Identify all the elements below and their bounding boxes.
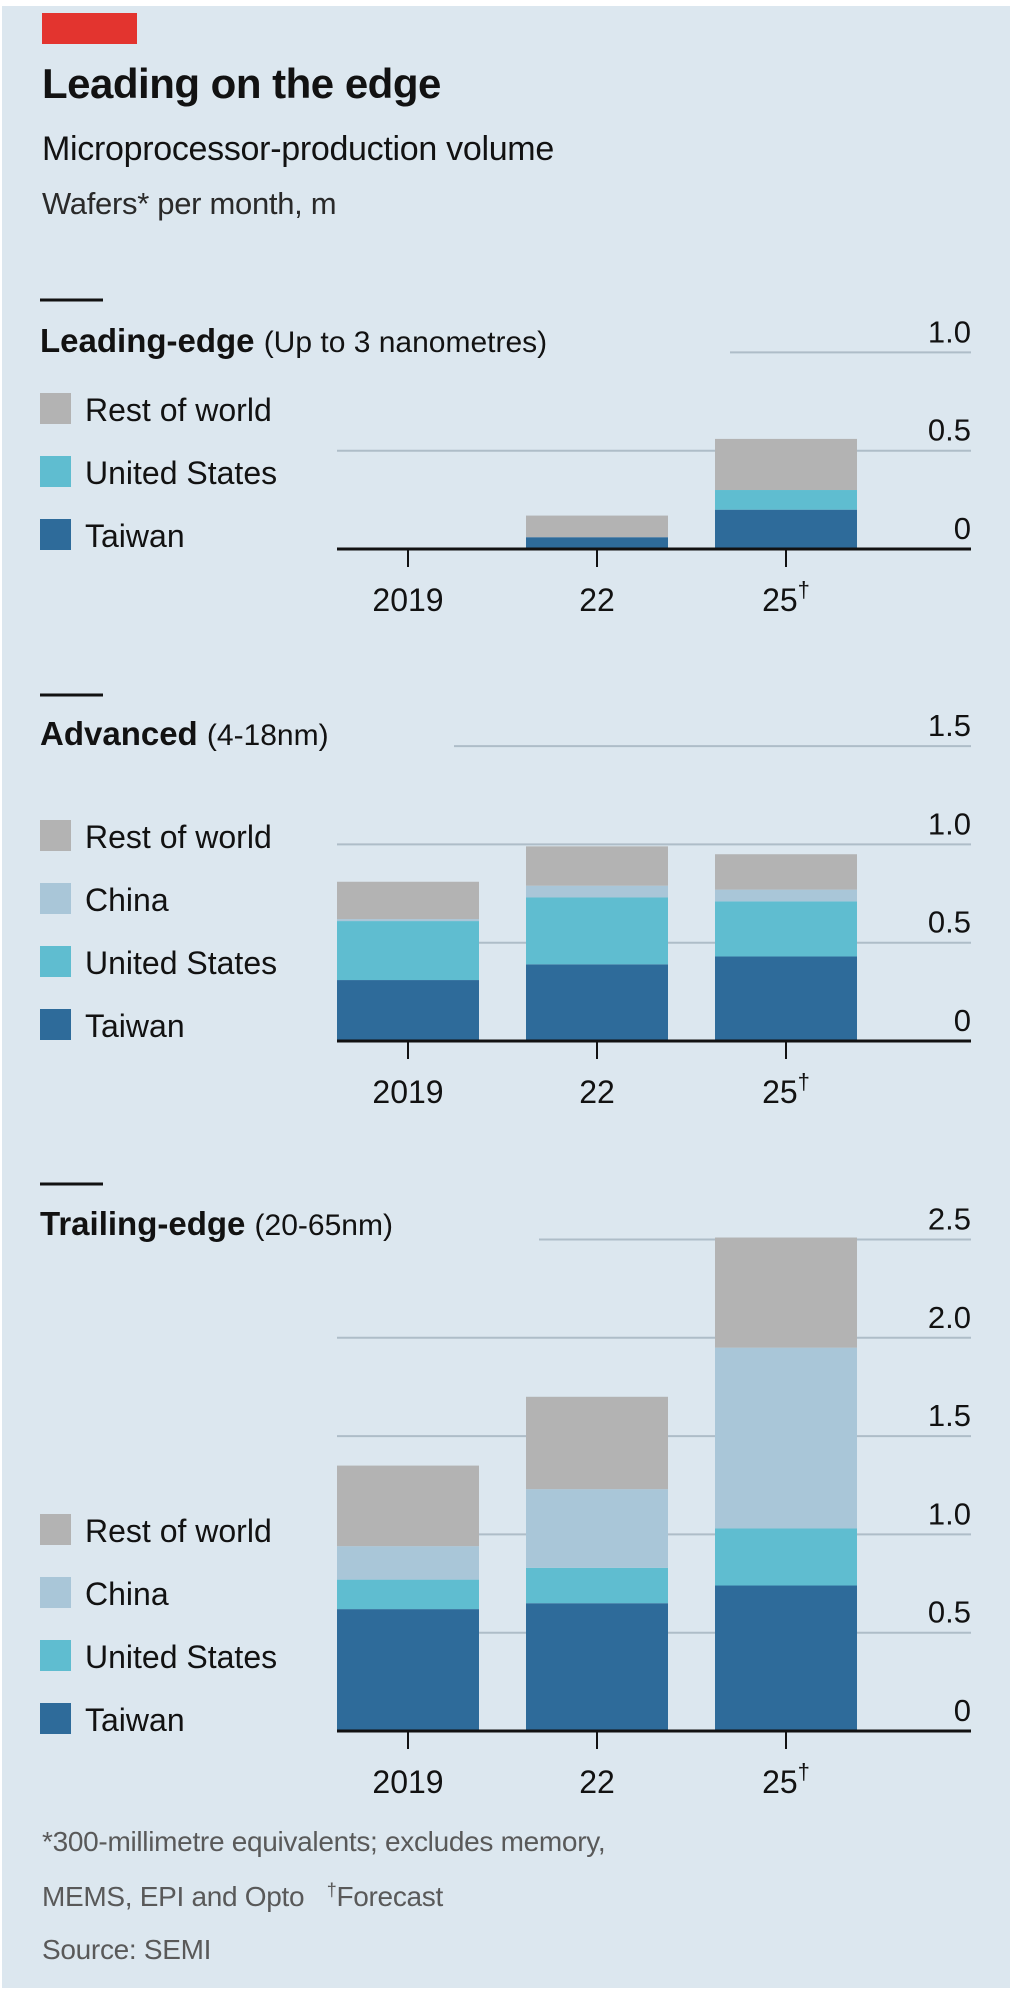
x-tick-label: 22 — [579, 1764, 615, 1800]
x-tick-label: 2019 — [372, 1074, 443, 1110]
legend-label: China — [85, 1576, 169, 1612]
y-tick-label: 0.5 — [928, 1595, 971, 1630]
legend-label: Taiwan — [85, 518, 185, 554]
bar-segment-rest-of-world — [337, 881, 479, 920]
bar-segment-rest-of-world — [526, 1396, 668, 1490]
y-tick-label: 0.5 — [928, 905, 971, 940]
bar-segment-united-states — [715, 901, 857, 957]
bar-segment-china — [715, 889, 857, 902]
y-tick-label: 1.5 — [928, 1398, 971, 1433]
legend-swatch-rest-of-world — [40, 393, 71, 424]
y-tick-label: 0 — [954, 511, 971, 546]
bar-segment-taiwan — [526, 537, 668, 549]
forecast-dagger: † — [798, 1759, 810, 1784]
legend-label: United States — [85, 945, 277, 981]
bar-segment-rest-of-world — [526, 846, 668, 886]
y-tick-label: 1.0 — [928, 1496, 971, 1531]
bar-segment-rest-of-world — [715, 438, 857, 491]
y-tick-label: 2.0 — [928, 1300, 971, 1335]
legend-swatch-united-states — [40, 1640, 71, 1671]
chart-canvas: Leading on the edge Microprocessor-produ… — [2, 6, 1010, 1988]
legend-swatch-taiwan — [40, 1703, 71, 1734]
footnote-forecast: Forecast — [336, 1881, 443, 1912]
y-tick-label: 0 — [954, 1693, 971, 1728]
section-title: Leading-edge (Up to 3 nanometres) — [40, 322, 547, 359]
bar-segment-united-states — [337, 1579, 479, 1610]
forecast-dagger: † — [798, 577, 810, 602]
bar-segment-united-states — [715, 1528, 857, 1586]
bar-segment-china — [526, 885, 668, 898]
bar-segment-united-states — [715, 490, 857, 510]
footnote-dagger: † — [326, 1880, 337, 1900]
bar-segment-rest-of-world — [715, 1237, 857, 1348]
bar-segment-united-states — [526, 897, 668, 965]
y-tick-label: 1.5 — [928, 708, 971, 743]
bar-segment-china — [526, 1489, 668, 1568]
legend-label: United States — [85, 455, 277, 491]
section-title-note: (4-18nm) — [207, 719, 329, 752]
bar-segment-rest-of-world — [526, 515, 668, 538]
legend-swatch-united-states — [40, 946, 71, 977]
brand-red-tag — [42, 13, 137, 44]
footnote-exclusions: MEMS, EPI and Opto — [42, 1881, 305, 1912]
x-tick-label: 25† — [762, 1069, 810, 1110]
footnote-line-2: MEMS, EPI and Opto †Forecast — [42, 1880, 443, 1913]
bar-segment-taiwan — [715, 956, 857, 1041]
forecast-dagger: † — [798, 1069, 810, 1094]
y-tick-label: 1.0 — [928, 314, 971, 349]
bar-segment-taiwan — [526, 1603, 668, 1731]
section-title-note: (Up to 3 nanometres) — [264, 326, 547, 359]
legend-label: United States — [85, 1639, 277, 1675]
legend-label: China — [85, 882, 169, 918]
footnote-line-1: *300-millimetre equivalents; excludes me… — [42, 1826, 606, 1857]
legend-label: Rest of world — [85, 1513, 272, 1549]
legend-swatch-taiwan — [40, 1009, 71, 1040]
chart-unit-label: Wafers* per month, m — [42, 186, 337, 221]
section-title-main: Trailing-edge — [40, 1205, 255, 1242]
y-tick-label: 0.5 — [928, 413, 971, 448]
chart-title: Leading on the edge — [42, 60, 441, 107]
legend-label: Rest of world — [85, 392, 272, 428]
bar-segment-rest-of-world — [715, 854, 857, 890]
bar-segment-taiwan — [715, 509, 857, 549]
section-title: Advanced (4-18nm) — [40, 715, 329, 752]
x-tick-label: 25† — [762, 577, 810, 618]
y-tick-label: 0 — [954, 1003, 971, 1038]
y-tick-label: 2.5 — [928, 1202, 971, 1237]
section-title-note: (20-65nm) — [255, 1209, 393, 1242]
bar-segment-rest-of-world — [337, 1465, 479, 1547]
legend-swatch-rest-of-world — [40, 1514, 71, 1545]
legend-swatch-china — [40, 1577, 71, 1608]
legend-swatch-taiwan — [40, 519, 71, 550]
legend-label: Rest of world — [85, 819, 272, 855]
bar-segment-united-states — [337, 921, 479, 981]
footnote-source: Source: SEMI — [42, 1934, 212, 1965]
section-title-main: Leading-edge — [40, 322, 264, 359]
bar-segment-united-states — [526, 1567, 668, 1604]
x-tick-label: 22 — [579, 582, 615, 618]
x-tick-label: 25† — [762, 1759, 810, 1800]
section-title-main: Advanced — [40, 715, 207, 752]
x-tick-label: 2019 — [372, 582, 443, 618]
chart-subtitle: Microprocessor-production volume — [42, 130, 554, 168]
legend-label: Taiwan — [85, 1702, 185, 1738]
legend-label: Taiwan — [85, 1008, 185, 1044]
bar-segment-china — [337, 919, 479, 922]
legend-swatch-united-states — [40, 456, 71, 487]
bar-segment-china — [337, 1546, 479, 1580]
legend-swatch-rest-of-world — [40, 820, 71, 851]
section-title: Trailing-edge (20-65nm) — [40, 1205, 393, 1242]
bar-segment-taiwan — [337, 1609, 479, 1731]
bar-segment-taiwan — [526, 964, 668, 1041]
charts-svg: Leading-edge (Up to 3 nanometres) 0 0.5 1.0… — [40, 298, 971, 1800]
x-tick-label: 2019 — [372, 1764, 443, 1800]
bar-segment-taiwan — [337, 980, 479, 1041]
bar-segment-china — [715, 1347, 857, 1529]
legend-swatch-china — [40, 883, 71, 914]
x-tick-label: 22 — [579, 1074, 615, 1110]
y-tick-label: 1.0 — [928, 806, 971, 841]
bar-segment-taiwan — [715, 1585, 857, 1731]
